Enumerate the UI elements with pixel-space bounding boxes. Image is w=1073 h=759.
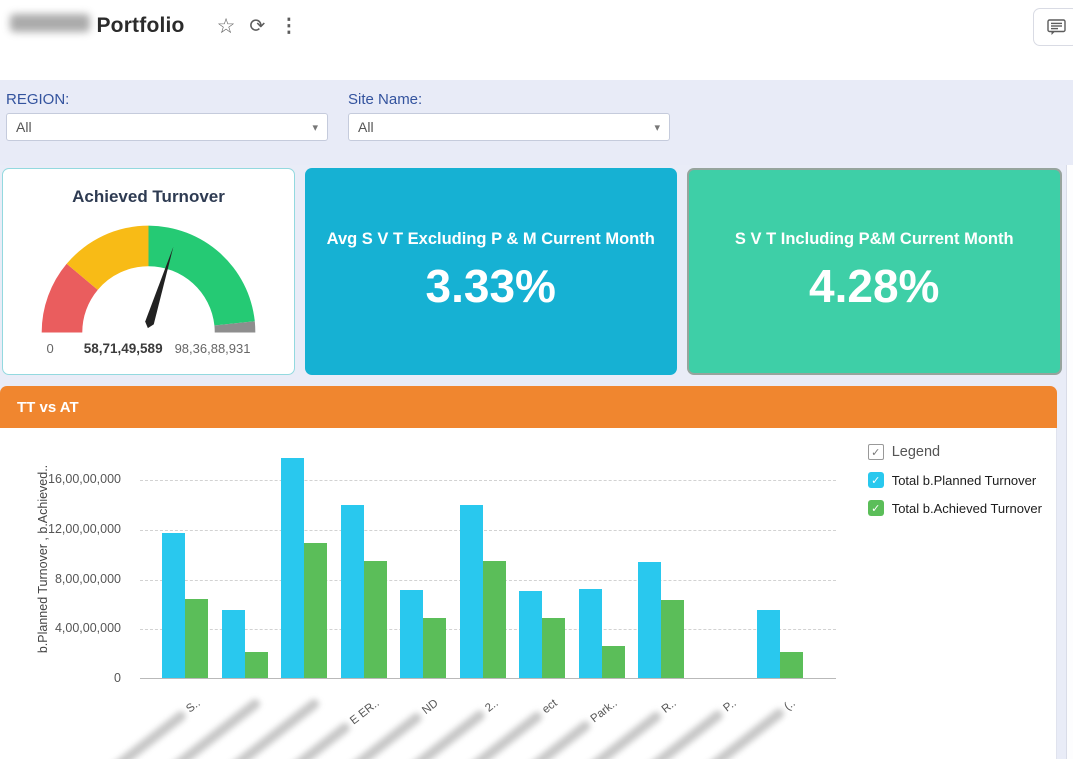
gridline xyxy=(140,529,836,531)
gauge-segment-tip xyxy=(214,321,256,333)
page-title: Portfolio xyxy=(10,14,185,38)
gauge-needle xyxy=(145,246,174,329)
tt-vs-at-panel: TT vs AT b.Planned Turnover , b.Achieved… xyxy=(0,386,1057,759)
bar-planned xyxy=(638,562,661,678)
bar-achieved xyxy=(423,618,446,678)
chart-plot: S.. E ER.. ND 2.. ect Park.. R.. P.. (.. xyxy=(80,448,836,759)
redacted-title-prefix xyxy=(10,14,90,32)
gauge-chart xyxy=(31,217,266,339)
y-axis-ticks: 0 4,00,00,000 8,00,00,000 12,00,00,000 16,00… xyxy=(0,428,131,759)
bar-achieved xyxy=(482,561,506,678)
x-axis-label: E ER.. xyxy=(216,697,381,759)
x-label-suffix: ND xyxy=(420,697,441,717)
bar-achieved xyxy=(601,645,625,678)
bar-planned xyxy=(578,588,602,678)
kpi-card-value: 3.33% xyxy=(425,260,556,312)
bar-planned xyxy=(162,532,185,678)
refresh-icon[interactable]: ⟳ xyxy=(249,15,266,37)
filter-region: REGION: All ▾ xyxy=(6,91,328,165)
svt-including-pm-card: S V T Including P&M Current Month 4.28% xyxy=(686,168,1062,375)
legend-item-achieved-turnover[interactable]: ✓ Total b.Achieved Turnover xyxy=(867,500,1042,516)
gauge-segment-low xyxy=(41,263,98,333)
region-dropdown-value: All xyxy=(16,119,32,135)
x-label-suffix: E ER.. xyxy=(347,697,382,728)
y-tick-label: 0 xyxy=(114,671,121,685)
gridline xyxy=(140,480,836,482)
achieved-turnover-gauge-card: Achieved Turnover 0 58,71,49,589 98,36,8… xyxy=(2,168,295,375)
site-name-dropdown-value: All xyxy=(358,119,374,135)
bar-achieved xyxy=(244,651,268,678)
kpi-card-title: S V T Including P&M Current Month xyxy=(734,230,1014,248)
checkbox-checked-icon: ✓ xyxy=(867,472,884,488)
chevron-down-icon: ▾ xyxy=(654,121,660,134)
bar-planned xyxy=(459,505,483,678)
chart-legend: ✓ Legend ✓ Total b.Planned Turnover ✓ To… xyxy=(867,444,1042,528)
gauge-segment-high xyxy=(148,225,255,326)
y-tick-label: 4,00,00,000 xyxy=(54,621,121,636)
filter-site-name: Site Name: All ▾ xyxy=(348,91,670,165)
bar-achieved xyxy=(185,598,208,678)
y-tick-label: 16,00,00,000 xyxy=(48,472,121,487)
x-label-suffix: Park.. xyxy=(588,697,620,726)
bar-planned xyxy=(400,589,423,678)
gauge-title: Achieved Turnover xyxy=(72,187,225,206)
x-label-suffix: 2.. xyxy=(482,697,501,715)
more-menu-icon[interactable]: ⋮ xyxy=(279,15,299,37)
favorite-star-icon[interactable]: ☆ xyxy=(216,14,236,38)
bar-planned xyxy=(757,609,780,678)
y-tick-label: 12,00,00,000 xyxy=(48,521,121,536)
chevron-down-icon: ▾ xyxy=(312,121,318,134)
bar-achieved xyxy=(304,542,327,678)
legend-item-planned-turnover[interactable]: ✓ Total b.Planned Turnover xyxy=(867,472,1042,488)
gauge-segment-mid xyxy=(66,225,149,290)
gauge-min-label: 0 xyxy=(46,341,54,356)
legend-master-toggle[interactable]: ✓ Legend xyxy=(867,444,1042,460)
legend-item-label: Total b.Achieved Turnover xyxy=(891,500,1042,516)
x-label-suffix: S.. xyxy=(184,697,203,716)
bar-planned xyxy=(519,591,542,678)
comments-button[interactable] xyxy=(1033,8,1073,46)
legend-header-label: Legend xyxy=(891,444,941,460)
bar-planned xyxy=(281,458,304,678)
filter-bar: REGION: All ▾ Site Name: All ▾ xyxy=(0,80,1073,165)
avg-svt-excluding-pm-card: Avg S V T Excluding P & M Current Month … xyxy=(305,168,677,375)
y-tick-label: 8,00,00,000 xyxy=(54,571,121,586)
region-filter-label: REGION: xyxy=(6,91,70,108)
gauge-max-label: 98,36,88,931 xyxy=(174,341,251,356)
site-name-filter-label: Site Name: xyxy=(348,91,423,108)
bar-achieved xyxy=(542,618,565,678)
panel-header: TT vs AT xyxy=(0,386,1057,428)
x-label-suffix: ect xyxy=(540,697,560,717)
kpi-card-title: Avg S V T Excluding P & M Current Month xyxy=(326,230,655,248)
bar-planned xyxy=(221,609,245,678)
x-axis-label: ND xyxy=(276,697,441,759)
adjacent-widget-edge xyxy=(1066,165,1073,759)
x-axis-label: Park.. xyxy=(454,697,619,759)
header-bar: Portfolio ☆ ⟳ ⋮ xyxy=(0,0,1073,80)
bar-planned xyxy=(340,505,364,678)
x-label-suffix: P.. xyxy=(720,697,739,715)
bar-achieved xyxy=(661,599,684,678)
x-axis-label: 2.. xyxy=(335,697,500,759)
bar-chart-area: b.Planned Turnover , b.Achieved.. 0 4,00,… xyxy=(0,428,1057,759)
panel-title: TT vs AT xyxy=(17,398,79,416)
kpi-cards-row: Achieved Turnover 0 58,71,49,589 98,36,8… xyxy=(0,165,1073,380)
region-dropdown[interactable]: All ▾ xyxy=(6,113,328,141)
x-label-suffix: (.. xyxy=(782,697,798,714)
checkbox-checked-icon: ✓ xyxy=(867,500,884,516)
gauge-value-label: 58,71,49,589 xyxy=(83,341,163,356)
x-label-suffix: R.. xyxy=(659,697,679,716)
checkbox-checked-icon: ✓ xyxy=(867,444,884,460)
legend-item-label: Total b.Planned Turnover xyxy=(891,472,1037,488)
bar-achieved xyxy=(780,651,803,678)
comment-bubble-icon xyxy=(1046,18,1066,35)
kpi-card-value: 4.28% xyxy=(809,260,940,312)
bar-achieved xyxy=(363,561,387,678)
site-name-dropdown[interactable]: All ▾ xyxy=(348,113,670,141)
x-axis-label: P.. xyxy=(573,697,738,759)
